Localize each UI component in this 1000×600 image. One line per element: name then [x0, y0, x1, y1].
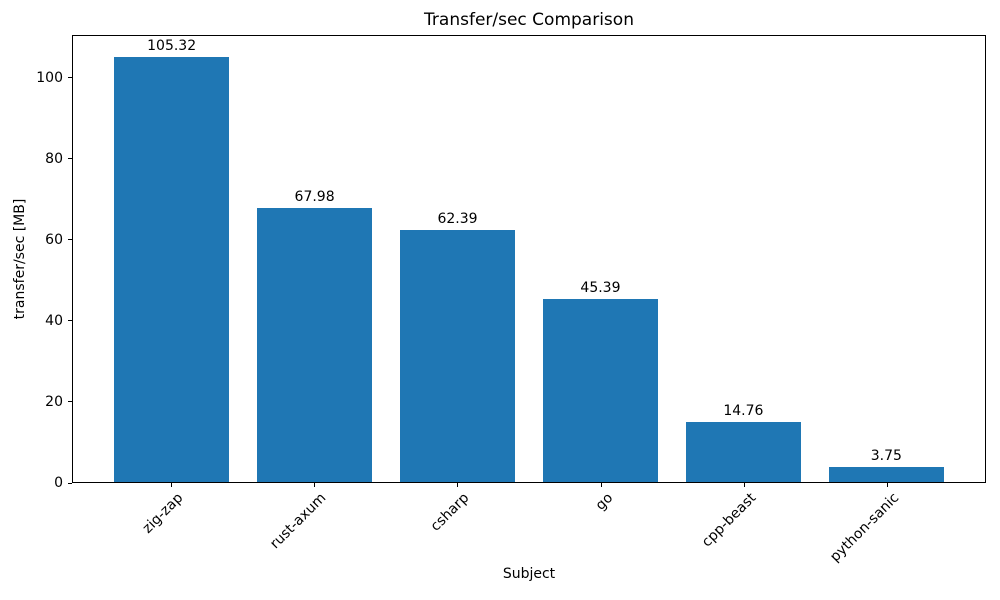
x-tick-label-python-sanic: python-sanic [827, 490, 903, 566]
y-tick-mark-60 [68, 239, 72, 241]
bar-cpp-beast [686, 422, 801, 482]
y-tick-mark-40 [68, 320, 72, 322]
y-tick-label-20: 20 [45, 393, 63, 410]
bar-zig-zap [114, 57, 229, 482]
bar-go [543, 298, 658, 482]
y-tick-mark-100 [68, 77, 72, 79]
y-tick-label-40: 40 [45, 312, 63, 329]
x-tick-label-zig-zap: zig-zap [139, 490, 187, 537]
bar-value-label-cpp-beast: 14.76 [723, 403, 764, 420]
bar-value-label-rust-axum: 67.98 [294, 188, 335, 205]
bar-value-label-zig-zap: 105.32 [147, 38, 197, 55]
x-tick-mark-rust-axum [314, 483, 316, 487]
x-tick-label-go: go [592, 490, 616, 514]
x-tick-label-rust-axum: rust-axum [267, 490, 330, 553]
y-tick-label-60: 60 [45, 231, 63, 248]
x-tick-mark-cpp-beast [743, 483, 745, 487]
x-tick-mark-python-sanic [887, 483, 889, 487]
x-tick-mark-csharp [457, 483, 459, 487]
y-tick-mark-20 [68, 401, 72, 403]
x-tick-label-csharp: csharp [428, 490, 473, 535]
y-axis-label: transfer/sec [MB] [12, 198, 28, 320]
x-tick-mark-zig-zap [170, 483, 172, 487]
bar-value-label-python-sanic: 3.75 [870, 447, 902, 464]
bar-rust-axum [257, 207, 372, 482]
bar-value-label-go: 45.39 [580, 279, 621, 296]
y-tick-mark-0 [68, 482, 72, 484]
y-tick-label-100: 100 [36, 69, 63, 86]
bar-csharp [400, 230, 515, 482]
x-tick-mark-go [600, 483, 602, 487]
bars-container: 105.32 67.98 62.39 45.39 14.76 3.75 [73, 36, 985, 482]
bar-value-label-csharp: 62.39 [437, 211, 478, 228]
plot-area: 105.32 67.98 62.39 45.39 14.76 3.75 [72, 35, 986, 483]
y-tick-label-0: 0 [54, 475, 63, 491]
x-tick-label-cpp-beast: cpp-beast [698, 490, 760, 551]
chart-title: Transfer/sec Comparison [424, 10, 634, 30]
y-tick-label-80: 80 [45, 150, 63, 167]
bar-python-sanic [829, 466, 944, 482]
y-tick-mark-80 [68, 158, 72, 160]
x-axis-label: Subject [502, 566, 556, 582]
